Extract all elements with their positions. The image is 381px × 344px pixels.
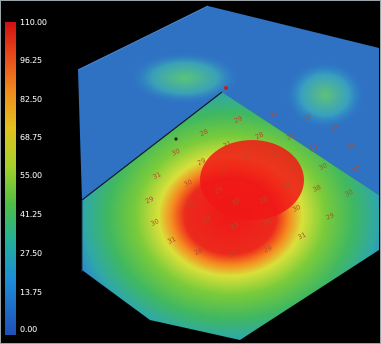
sensor-label: 29 (213, 185, 224, 196)
sensor-label: 29 (308, 143, 319, 154)
top-edge (77, 5, 209, 71)
back-wall (78, 6, 379, 200)
sensor-label: 28 (254, 130, 265, 141)
colorbar-tick: 41.25 (20, 210, 42, 219)
sensor-label: 31 (166, 235, 177, 246)
sensor-label: 31 (269, 149, 280, 160)
sensor-label: 29 (329, 123, 340, 134)
sensor-label: 38 (311, 183, 322, 194)
sensor-label: 30 (343, 188, 354, 199)
sensor-label: 28 (286, 162, 297, 173)
sensor-label: 32 (201, 214, 212, 225)
sensor-label: 31 (346, 141, 357, 152)
hotspot (200, 140, 304, 220)
sensor-label: 30 (149, 217, 160, 228)
wall-heat-left (130, 52, 240, 104)
floor-edge-left (81, 91, 223, 201)
sensor-label: 28 (261, 217, 272, 228)
sensor-label: 31 (151, 170, 162, 181)
sensor-label: 30 (170, 147, 181, 158)
sensor-label: 31 (218, 166, 229, 177)
wall-heat-right (285, 61, 365, 129)
sensor-label: 29 (144, 195, 155, 206)
sensor-label: 30 (230, 197, 241, 208)
sensor-label: 28 (193, 246, 204, 257)
sensor-label: 28 (241, 151, 252, 162)
sensor-label: 30 (317, 161, 328, 172)
sensor-label: 30 (226, 249, 237, 260)
colorbar-tick: 0.00 (20, 325, 38, 334)
sensor-label: 30 (183, 178, 194, 189)
sensor-label: 29 (233, 114, 244, 125)
sensor-label: 29 (262, 244, 273, 255)
colorbar-tick: 27.50 (20, 249, 42, 258)
colorbar-tick: 96.25 (20, 56, 42, 65)
sensor-label: 28 (351, 163, 362, 174)
colorbar-tick: 110.00 (20, 18, 47, 27)
sensor-label: 29 (196, 156, 207, 167)
colorbar (5, 22, 16, 335)
colorbar-tick: 55.00 (20, 171, 42, 180)
sensor-label: 29 (325, 211, 336, 222)
sensor-label: 31 (296, 231, 307, 242)
wall-marker (224, 86, 228, 90)
sensor-label-group: 3128292830293128312930383028293231302931… (144, 109, 361, 260)
sensor-label: 31 (184, 199, 195, 210)
colorbar-tick: 13.75 (20, 288, 42, 297)
sensor-label: 29 (281, 180, 292, 191)
sensor-label: 28 (258, 195, 269, 206)
sensor-label: 31 (268, 109, 279, 120)
sensor-label: 31 (222, 139, 233, 150)
axis-marker (174, 137, 178, 141)
colorbar-tick: 82.50 (20, 95, 42, 104)
colorbar-tick: 68.75 (20, 133, 42, 142)
sensor-label: 31 (285, 131, 296, 142)
sensor-label: 29 (229, 221, 240, 232)
sensor-label: 28 (198, 127, 209, 138)
sensor-label: 30 (302, 112, 313, 123)
sensor-label: 30 (291, 203, 302, 214)
